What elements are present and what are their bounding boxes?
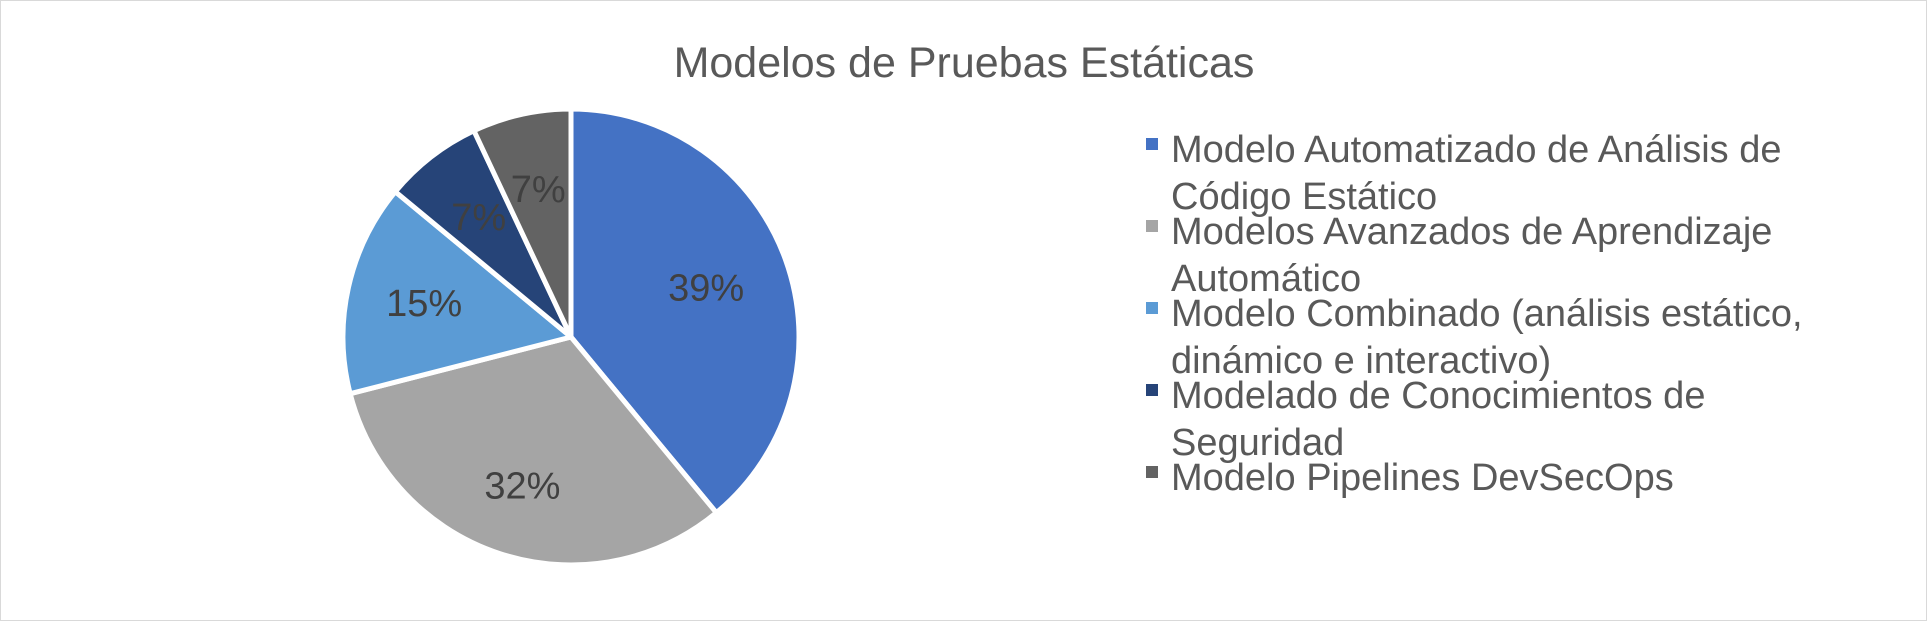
data-label: 15% — [386, 283, 462, 325]
legend-swatch — [1146, 466, 1158, 478]
legend-label: Modelos Avanzados de Aprendizaje Automáti… — [1171, 211, 1772, 300]
legend-swatch — [1146, 384, 1158, 396]
legend: Modelo Automatizado de Análisis de Código… — [1146, 129, 1803, 499]
data-label: 7% — [451, 197, 506, 239]
data-label: 39% — [668, 267, 744, 309]
pie-slices — [340, 106, 802, 568]
chart-title: Modelos de Pruebas Estáticas — [674, 39, 1255, 87]
legend-swatch — [1146, 220, 1158, 232]
data-label: 7% — [511, 169, 566, 211]
pie-slice — [347, 334, 719, 568]
legend-label: Modelo Pipelines DevSecOps — [1171, 457, 1674, 499]
data-labels: 39% 32% 15% 7%7% — [386, 169, 744, 507]
pie-slice — [471, 106, 574, 340]
data-label: 32% — [484, 466, 560, 508]
pie-slice — [340, 189, 574, 397]
legend-swatch — [1146, 138, 1158, 150]
pie-slice — [568, 106, 802, 516]
legend-swatch — [1146, 302, 1158, 314]
legend-label: Modelo Combinado (análisis estático, diná… — [1171, 293, 1803, 382]
legend-label: Modelado de Conocimientos de Seguridad — [1171, 375, 1705, 464]
legend-label: Modelo Automatizado de Análisis de Código… — [1171, 129, 1782, 218]
